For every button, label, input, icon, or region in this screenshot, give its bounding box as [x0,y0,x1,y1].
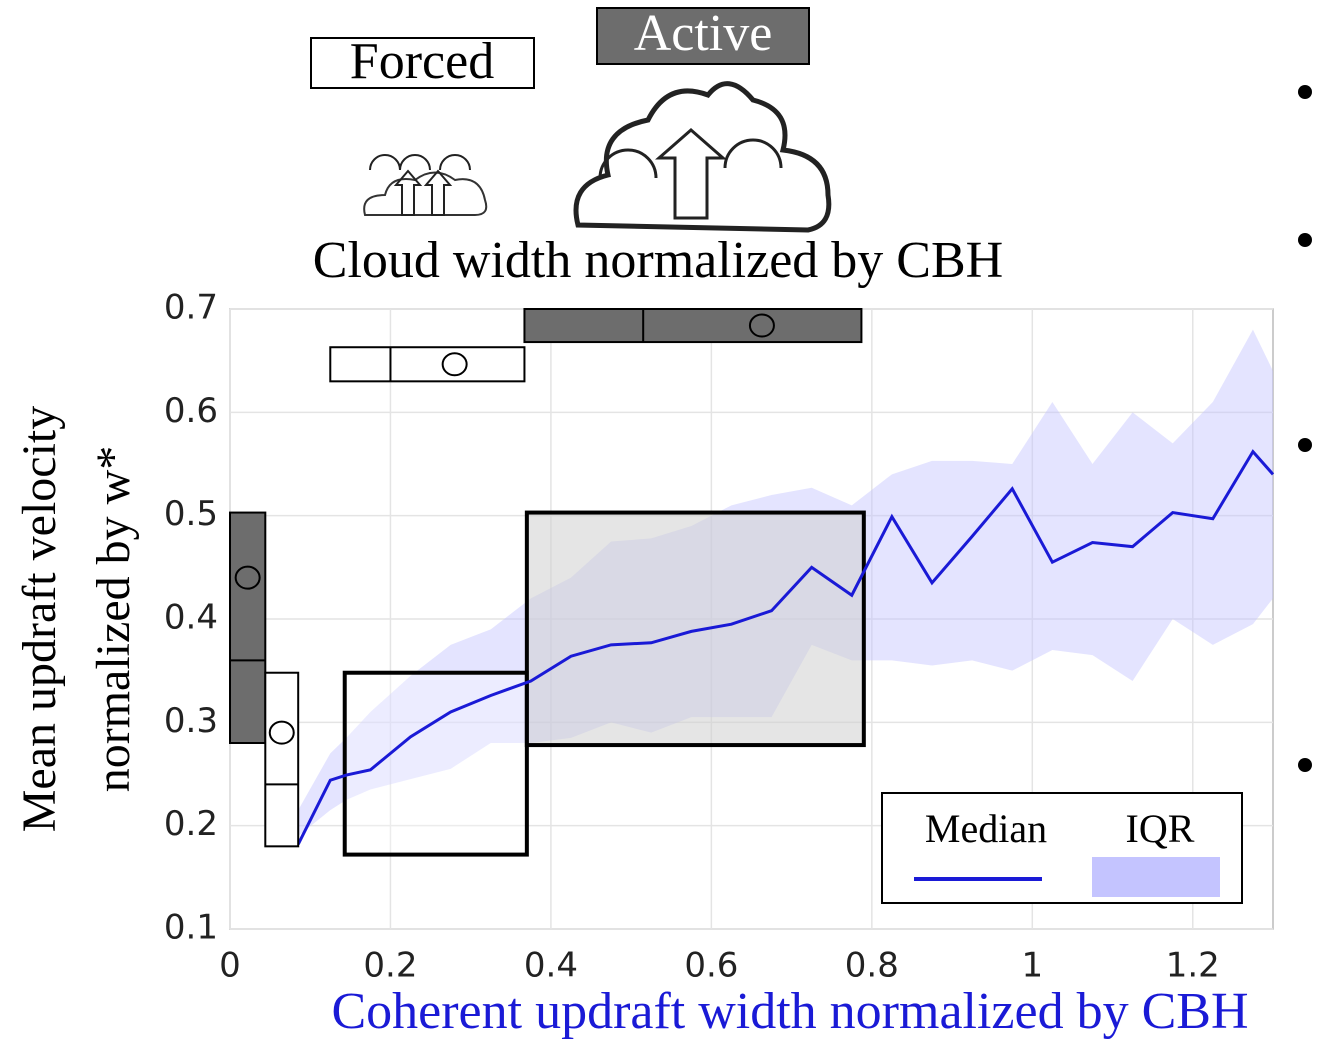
bullet [1298,233,1312,247]
large-cloud-icon [573,81,832,233]
box-plot-box [523,308,863,344]
x-tick-label: 0 [219,946,241,986]
bullet [1298,438,1312,452]
y-axis-label: Mean updraft velocity [13,406,66,833]
box-plot-mean [268,720,295,745]
legend-box [881,792,1243,904]
x-tick-label: 1.2 [1166,946,1220,986]
active-label-box [596,7,810,65]
bullet [1298,85,1312,99]
x-tick-label: 0.4 [524,946,578,986]
box-plot-mean [234,565,261,590]
legend-label: IQR [1126,806,1195,851]
median-line [296,449,1275,845]
bullet [1298,758,1312,772]
small-cloud-icon [363,171,488,216]
forced-label: Forced [350,33,494,90]
box-plot-mean [748,313,775,338]
x-tick-label: 1 [1021,946,1043,986]
box-plot-mean [441,352,468,377]
box-plot-box [229,511,267,744]
legend-label: Median [925,806,1047,851]
forced-label-box [310,37,535,89]
y-tick-label: 0.5 [164,494,218,534]
box-plot-box [264,671,300,848]
y-tick-label: 0.2 [164,804,218,844]
y-tick-label: 0.4 [164,598,218,638]
y-tick-label: 0.3 [164,701,218,741]
regime-box [342,670,529,857]
large-cloud-arrows [598,128,783,220]
y-tick-label: 0.7 [164,288,218,328]
y-tick-label: 0.6 [164,391,218,431]
x-tick-label: 0.6 [684,946,738,986]
active-label: Active [634,5,773,62]
y-axis-label: normalized by w* [87,446,140,793]
x-tick-label: 0.8 [845,946,899,986]
y-tick-label: 0.1 [164,908,218,948]
x-tick-label: 0.2 [363,946,417,986]
box-plot-box [329,346,526,383]
legend-swatch [1092,857,1220,897]
regime-box [524,510,866,748]
small-cloud-arrows [369,154,471,216]
x-axis-label: Coherent updraft width normalized by CBH [331,983,1248,1040]
chart-title: Cloud width normalized by CBH [313,232,1003,289]
